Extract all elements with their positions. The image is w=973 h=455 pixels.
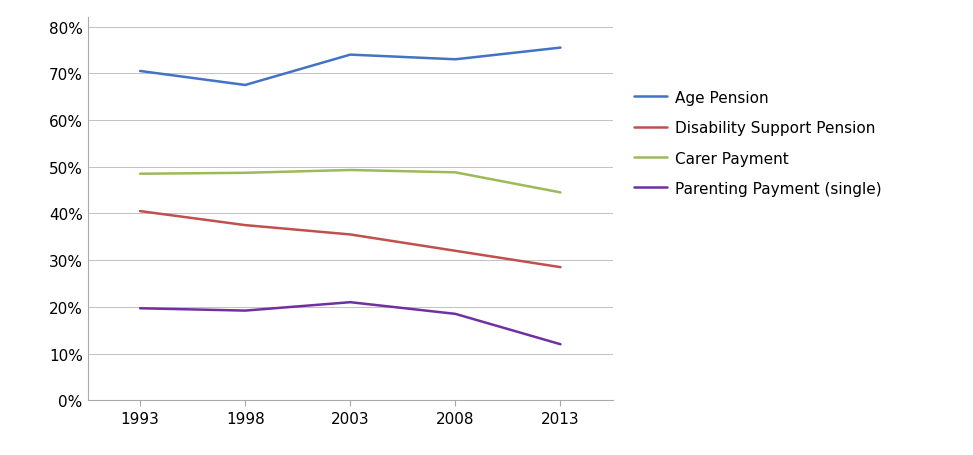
Age Pension: [344, 53, 356, 58]
Carer Payment: [344, 168, 356, 173]
Age Pension: [450, 57, 461, 63]
Disability Support Pension: [134, 209, 146, 214]
Disability Support Pension: [555, 265, 566, 270]
Parenting Payment (single): [344, 300, 356, 305]
Disability Support Pension: [450, 248, 461, 254]
Disability Support Pension: [239, 223, 251, 228]
Carer Payment: [555, 190, 566, 196]
Parenting Payment (single): [555, 342, 566, 347]
Age Pension: [134, 69, 146, 75]
Carer Payment: [134, 172, 146, 177]
Line: Carer Payment: Carer Payment: [140, 171, 560, 193]
Parenting Payment (single): [134, 306, 146, 311]
Carer Payment: [239, 171, 251, 176]
Age Pension: [239, 83, 251, 89]
Legend: Age Pension, Disability Support Pension, Carer Payment, Parenting Payment (singl: Age Pension, Disability Support Pension,…: [626, 83, 889, 204]
Disability Support Pension: [344, 232, 356, 238]
Line: Age Pension: Age Pension: [140, 49, 560, 86]
Carer Payment: [450, 170, 461, 176]
Line: Parenting Payment (single): Parenting Payment (single): [140, 303, 560, 344]
Parenting Payment (single): [239, 308, 251, 313]
Line: Disability Support Pension: Disability Support Pension: [140, 212, 560, 268]
Parenting Payment (single): [450, 311, 461, 317]
Age Pension: [555, 46, 566, 51]
